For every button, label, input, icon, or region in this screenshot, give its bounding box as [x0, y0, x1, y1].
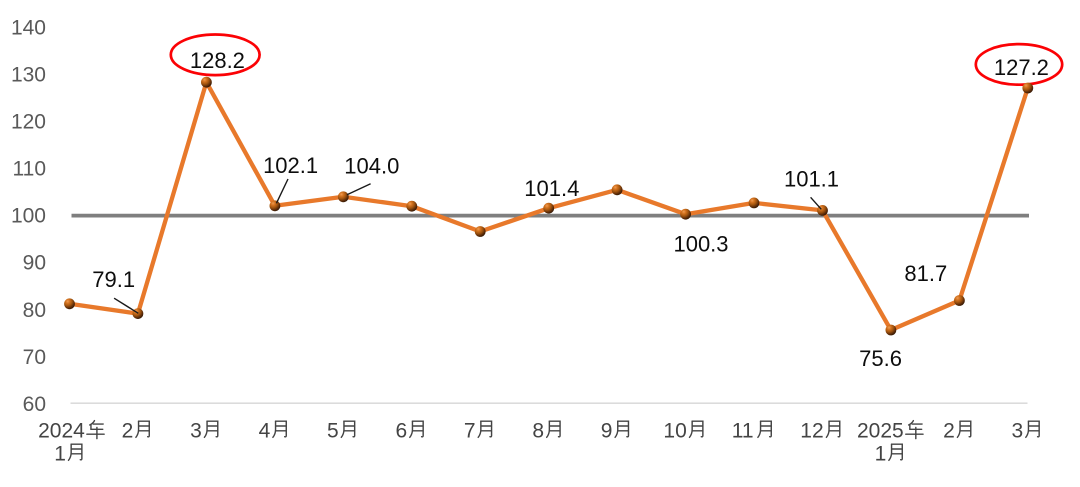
svg-text:70: 70: [23, 346, 46, 369]
svg-text:9: 9: [601, 420, 613, 443]
svg-text:4: 4: [259, 420, 271, 443]
svg-text:8: 8: [532, 420, 544, 443]
svg-text:75.6: 75.6: [859, 346, 902, 371]
svg-text:1: 1: [54, 443, 66, 466]
svg-text:12: 12: [800, 420, 823, 443]
svg-text:90: 90: [23, 252, 46, 275]
svg-text:120: 120: [11, 111, 46, 134]
svg-text:2024: 2024: [38, 420, 85, 443]
svg-text:100.3: 100.3: [673, 231, 728, 256]
svg-text:6: 6: [396, 420, 408, 443]
svg-text:10: 10: [663, 420, 686, 443]
svg-text:2: 2: [122, 420, 134, 443]
svg-text:100: 100: [11, 205, 46, 228]
svg-text:2: 2: [943, 420, 955, 443]
svg-text:81.7: 81.7: [904, 261, 947, 286]
svg-text:7: 7: [464, 420, 476, 443]
svg-text:60: 60: [23, 393, 46, 416]
svg-text:5: 5: [327, 420, 339, 443]
svg-text:140: 140: [11, 17, 46, 40]
svg-text:1: 1: [875, 443, 887, 466]
svg-text:79.1: 79.1: [92, 267, 135, 292]
svg-text:110: 110: [13, 158, 46, 181]
svg-text:130: 130: [11, 64, 46, 87]
svg-text:3: 3: [1012, 420, 1024, 443]
svg-text:101.1: 101.1: [784, 167, 839, 192]
svg-text:127.2: 127.2: [994, 55, 1049, 80]
svg-text:104.0: 104.0: [344, 153, 399, 178]
svg-text:101.4: 101.4: [524, 176, 579, 201]
svg-text:102.1: 102.1: [263, 153, 318, 178]
svg-text:3: 3: [190, 420, 202, 443]
svg-text:128.2: 128.2: [190, 48, 245, 73]
svg-text:80: 80: [23, 299, 46, 322]
svg-text:11: 11: [732, 420, 754, 443]
svg-text:2025: 2025: [857, 420, 904, 443]
